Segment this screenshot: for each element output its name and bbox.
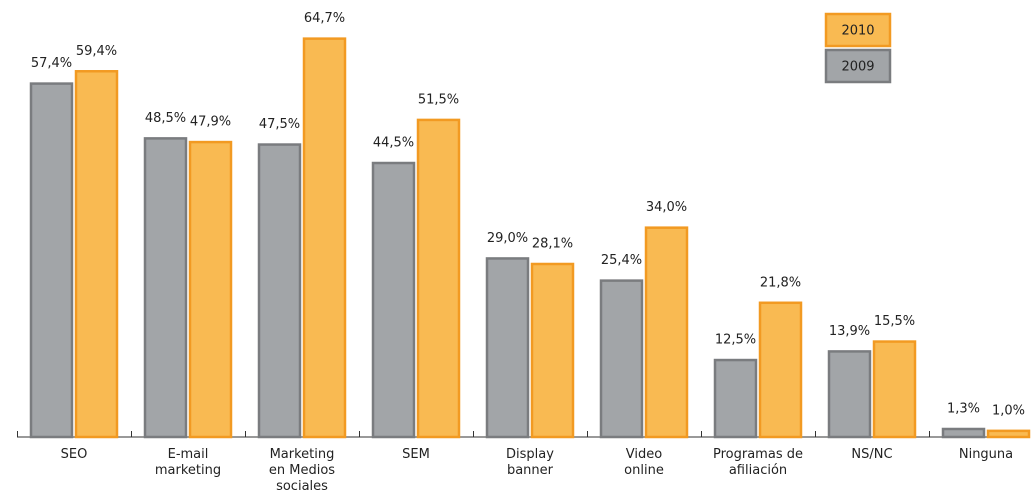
bar: [371, 161, 416, 439]
bar: [29, 82, 74, 439]
legend-swatch: [824, 12, 892, 48]
value-label: 29,0%: [487, 231, 528, 246]
bar: [530, 262, 575, 439]
value-label: 51,5%: [418, 92, 459, 107]
bar: [485, 257, 530, 439]
bar: [713, 358, 758, 439]
legend-label: 2010: [841, 24, 874, 39]
value-label: 48,5%: [145, 111, 186, 126]
bar: [188, 140, 233, 439]
value-label: 15,5%: [874, 314, 915, 329]
bar: [827, 350, 872, 439]
bar: [257, 143, 302, 439]
x-tick-label: Marketing en Medios sociales: [268, 447, 336, 494]
x-tick-label: SEO: [60, 447, 88, 462]
value-label: 21,8%: [760, 275, 801, 290]
bar: [302, 37, 347, 439]
bar: [941, 427, 986, 439]
value-label: 47,9%: [190, 115, 231, 130]
value-label: 44,5%: [373, 136, 414, 151]
x-tick-label: Programas de afiliación: [713, 447, 803, 478]
x-tick-label: Ninguna: [958, 447, 1014, 462]
bar: [416, 118, 461, 439]
value-label: 59,4%: [76, 44, 117, 59]
bar: [986, 429, 1031, 439]
bar: [74, 70, 119, 439]
bar: [872, 340, 917, 439]
value-label: 12,5%: [715, 333, 756, 348]
legend-swatch: [824, 48, 892, 84]
legend-label: 2009: [841, 60, 874, 75]
x-tick-label: SEM: [402, 447, 430, 462]
value-label: 1,3%: [947, 401, 980, 416]
value-label: 13,9%: [829, 324, 870, 339]
x-tick-label: Video online: [624, 447, 664, 478]
bar: [599, 279, 644, 439]
value-label: 1,0%: [992, 403, 1025, 418]
value-label: 34,0%: [646, 200, 687, 215]
value-label: 64,7%: [304, 11, 345, 26]
value-label: 47,5%: [259, 117, 300, 132]
value-label: 25,4%: [601, 253, 642, 268]
x-tick-label: NS/NC: [851, 447, 893, 462]
bar: [758, 301, 803, 439]
x-tick-label: E-mail marketing: [154, 447, 222, 478]
value-label: 28,1%: [532, 236, 573, 251]
x-tick-label: Display banner: [506, 447, 554, 478]
bar: [143, 137, 188, 439]
value-label: 57,4%: [31, 56, 72, 71]
bar: [644, 226, 689, 439]
